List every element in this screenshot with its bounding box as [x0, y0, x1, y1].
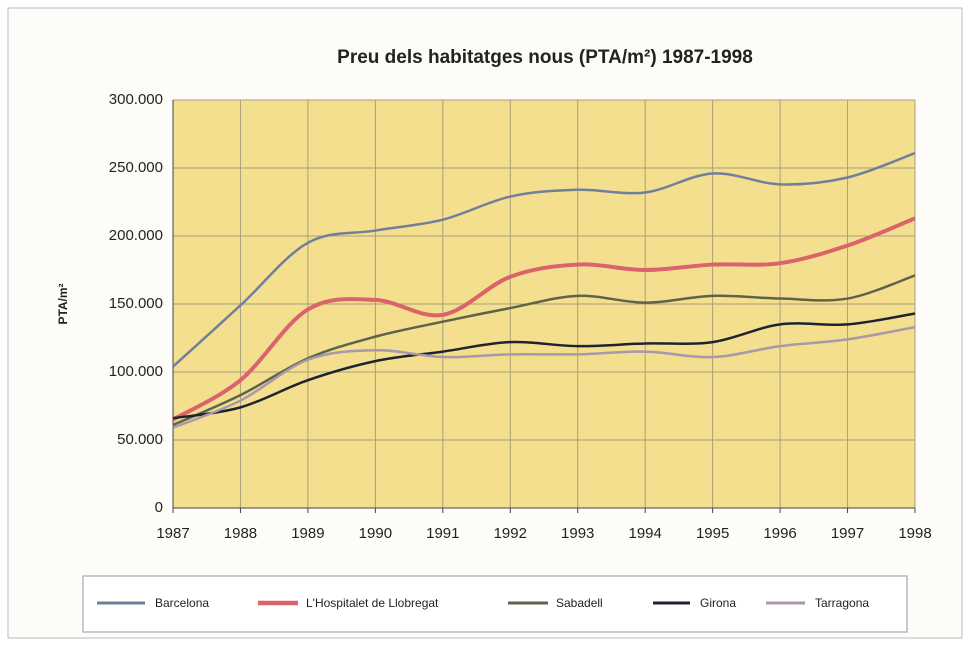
y-tick-label: 300.000 — [109, 91, 163, 108]
x-tick-label: 1996 — [763, 525, 796, 542]
series-line — [172, 151, 916, 368]
x-tick-label: 1998 — [898, 525, 931, 542]
x-tick-label: 1987 — [156, 525, 189, 542]
legend-label: Tarragona — [815, 596, 869, 610]
x-tick-label: 1989 — [291, 525, 324, 542]
y-tick-label: 150.000 — [109, 295, 163, 312]
legend-label: L'Hospitalet de Llobregat — [306, 596, 439, 610]
legend-label: Barcelona — [155, 596, 209, 610]
x-tick-label: 1995 — [696, 525, 729, 542]
x-tick-label: 1991 — [426, 525, 459, 542]
y-tick-label: 250.000 — [109, 159, 163, 176]
x-tick-label: 1992 — [494, 525, 527, 542]
chart-title: Preu dels habitatges nous (PTA/m²) 1987-… — [337, 47, 753, 68]
series-line — [171, 216, 916, 422]
x-tick-label: 1990 — [359, 525, 392, 542]
x-tick-label: 1994 — [628, 525, 661, 542]
x-tick-label: 1988 — [224, 525, 257, 542]
legend-label: Sabadell — [556, 596, 603, 610]
series-line — [172, 325, 916, 429]
y-tick-label: 0 — [155, 499, 163, 516]
legend-label: Girona — [700, 596, 736, 610]
y-axis-label: PTA/m² — [56, 283, 70, 324]
series-line — [172, 312, 916, 420]
x-tick-label: 1997 — [831, 525, 864, 542]
x-tick-label: 1993 — [561, 525, 594, 542]
y-tick-label: 100.000 — [109, 363, 163, 380]
y-tick-label: 50.000 — [117, 431, 163, 448]
y-tick-label: 200.000 — [109, 227, 163, 244]
